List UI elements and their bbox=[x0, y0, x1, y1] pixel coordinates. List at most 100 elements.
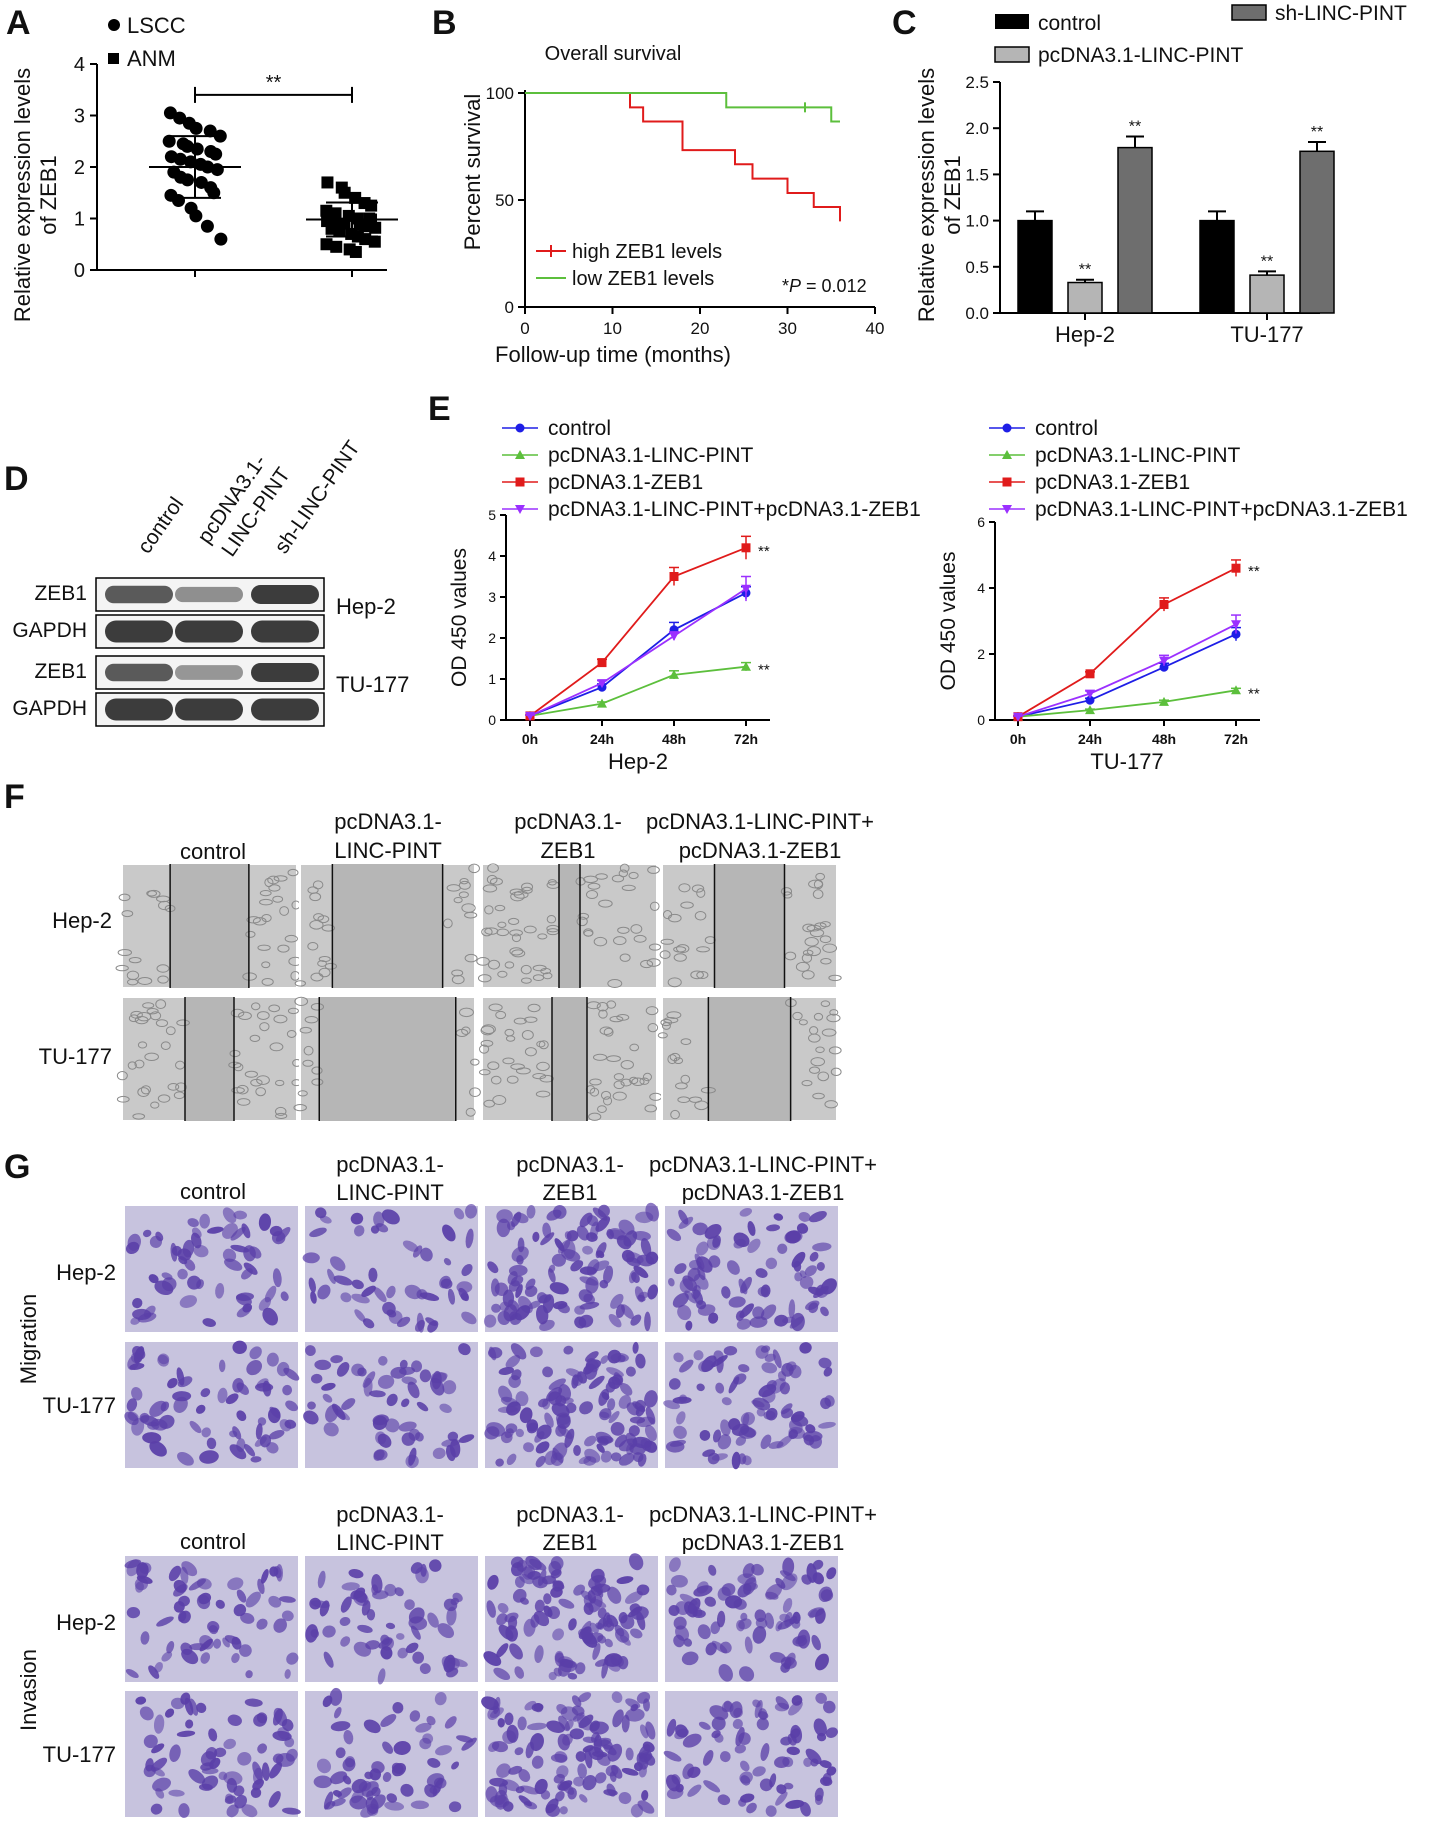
transwell-stained-cell bbox=[514, 1576, 525, 1588]
transwell-stained-cell bbox=[169, 1744, 181, 1763]
transwell-stained-cell bbox=[404, 1599, 415, 1610]
wound-cell bbox=[592, 1053, 608, 1061]
panel-e-series-line bbox=[1017, 567, 1237, 718]
wound-cell bbox=[229, 1049, 241, 1058]
transwell-stained-cell bbox=[708, 1564, 717, 1576]
transwell-stained-cell bbox=[222, 1207, 237, 1224]
transwell-stained-cell bbox=[227, 1714, 242, 1726]
panel-e-marker-square bbox=[741, 543, 751, 553]
wound-cell bbox=[694, 910, 707, 921]
transwell-stained-cell bbox=[408, 1447, 417, 1466]
transwell-stained-cell bbox=[134, 1577, 149, 1591]
wound-cell bbox=[297, 1090, 308, 1097]
transwell-stained-cell bbox=[148, 1274, 159, 1284]
transwell-stained-cell bbox=[777, 1243, 788, 1254]
panel-e-ylabel: OD 450 values bbox=[937, 552, 960, 691]
transwell-stained-cell bbox=[351, 1778, 368, 1794]
wound-cell bbox=[547, 879, 557, 886]
transwell-stained-cell bbox=[434, 1692, 447, 1706]
transwell-stained-cell bbox=[532, 1231, 540, 1242]
transwell-stained-cell bbox=[785, 1799, 805, 1809]
transwell-stained-cell bbox=[173, 1396, 188, 1413]
transwell-stained-cell bbox=[178, 1803, 190, 1818]
blot-band bbox=[105, 698, 173, 721]
transwell-stained-cell bbox=[742, 1455, 752, 1466]
transwell-stained-cell bbox=[460, 1292, 469, 1301]
wound-cell bbox=[311, 1066, 323, 1075]
transwell-stained-cell bbox=[402, 1240, 419, 1252]
wound-cell bbox=[480, 1025, 495, 1036]
wound-cell bbox=[146, 1007, 159, 1015]
panel-a-significance-label: ** bbox=[266, 72, 282, 94]
transwell-stained-cell bbox=[624, 1591, 643, 1604]
transwell-stained-cell bbox=[644, 1424, 657, 1442]
wound-cell bbox=[802, 949, 814, 956]
wound-cell bbox=[509, 888, 524, 896]
wound-cell bbox=[150, 1101, 160, 1109]
wound-cell bbox=[294, 980, 306, 987]
transwell-stained-cell bbox=[199, 1450, 219, 1464]
transwell-stained-cell bbox=[534, 1778, 548, 1795]
wound-cell bbox=[820, 1000, 831, 1007]
wound-cell bbox=[137, 1041, 148, 1049]
wound-cell bbox=[696, 970, 709, 980]
transwell-stained-cell bbox=[717, 1794, 731, 1806]
transwell-stained-cell bbox=[535, 1441, 550, 1454]
transwell-stained-cell bbox=[590, 1568, 605, 1583]
transwell-stained-cell bbox=[621, 1304, 634, 1319]
transwell-stained-cell bbox=[788, 1299, 796, 1319]
transwell-stained-cell bbox=[663, 1750, 682, 1762]
transwell-stained-cell bbox=[804, 1265, 817, 1277]
transwell-stained-cell bbox=[734, 1744, 747, 1754]
transwell-stained-cell bbox=[217, 1387, 228, 1404]
transwell-stained-cell bbox=[759, 1778, 773, 1792]
panel-b-y-tick-label: 0 bbox=[505, 298, 514, 317]
transwell-stained-cell bbox=[272, 1730, 292, 1741]
transwell-stained-cell bbox=[339, 1616, 351, 1626]
wound-cell bbox=[117, 948, 133, 957]
panel-e-marker-circle bbox=[1231, 629, 1241, 639]
transwell-stained-cell bbox=[617, 1656, 629, 1670]
transwell-stained-cell bbox=[584, 1748, 593, 1769]
wound-cell bbox=[147, 889, 161, 898]
transwell-stained-cell bbox=[636, 1254, 655, 1267]
transwell-stained-cell bbox=[222, 1223, 238, 1239]
wound-cell bbox=[598, 1009, 608, 1019]
transwell-stained-cell bbox=[818, 1357, 832, 1369]
panel-b-y-tick-label: 100 bbox=[486, 84, 514, 103]
transwell-stained-cell bbox=[719, 1641, 732, 1654]
panel-e-legend-label: pcDNA3.1-ZEB1 bbox=[1035, 471, 1190, 494]
transwell-stained-cell bbox=[553, 1773, 565, 1784]
transwell-stained-cell bbox=[279, 1419, 292, 1432]
transwell-stained-cell bbox=[723, 1345, 738, 1356]
transwell-stained-cell bbox=[236, 1292, 254, 1302]
panel-a-point-anm bbox=[349, 245, 362, 258]
transwell-stained-cell bbox=[377, 1374, 395, 1389]
panel-a-point-anm bbox=[330, 240, 343, 253]
wound-cell bbox=[520, 964, 532, 975]
wound-cell bbox=[461, 903, 476, 913]
wound-cell bbox=[284, 934, 298, 943]
wound-cell bbox=[801, 970, 815, 980]
wound-cell bbox=[140, 1085, 151, 1095]
transwell-stained-cell bbox=[560, 1706, 579, 1721]
transwell-stained-cell bbox=[139, 1706, 154, 1721]
transwell-stained-cell bbox=[575, 1662, 586, 1675]
panel-e-xlabel: Hep-2 bbox=[608, 749, 668, 774]
transwell-stained-cell bbox=[550, 1452, 564, 1466]
panel-e-marker-inverted-triangle bbox=[1085, 689, 1095, 699]
transwell-stained-cell bbox=[373, 1449, 388, 1461]
transwell-stained-cell bbox=[669, 1557, 681, 1572]
transwell-stained-cell bbox=[637, 1800, 655, 1814]
transwell-stained-cell bbox=[309, 1227, 327, 1238]
wound-cell bbox=[299, 1026, 312, 1034]
transwell-stained-cell bbox=[237, 1751, 252, 1766]
transwell-stained-cell bbox=[610, 1452, 622, 1462]
transwell-stained-cell bbox=[789, 1316, 804, 1329]
transwell-stained-cell bbox=[321, 1382, 336, 1391]
wound-cell bbox=[822, 943, 838, 953]
transwell-stained-cell bbox=[323, 1791, 334, 1810]
wound-cell bbox=[509, 929, 523, 937]
blot-band bbox=[251, 663, 319, 682]
wound-cell bbox=[629, 1043, 640, 1052]
